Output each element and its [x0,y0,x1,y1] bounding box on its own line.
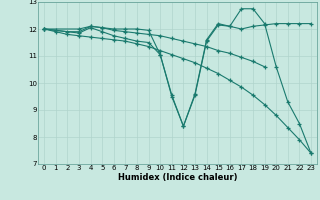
X-axis label: Humidex (Indice chaleur): Humidex (Indice chaleur) [118,173,237,182]
